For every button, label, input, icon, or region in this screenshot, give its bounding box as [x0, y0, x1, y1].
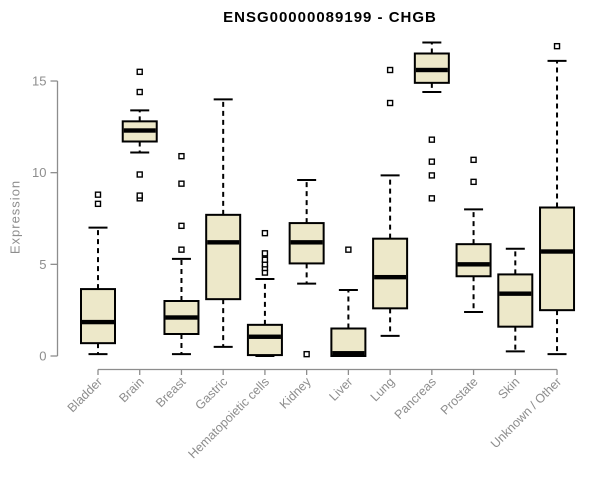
- outlier-point: [386, 66, 394, 74]
- outlier-point: [178, 152, 185, 160]
- outlier-point: [428, 136, 436, 143]
- outlier-point: [261, 229, 269, 237]
- outlier-point: [136, 192, 143, 199]
- outlier-point: [428, 172, 436, 179]
- y-tick-label: 15: [32, 74, 46, 89]
- y-tick-label: 0: [39, 349, 46, 364]
- outlier-point: [470, 156, 477, 164]
- x-category-label: Breast: [153, 374, 189, 410]
- x-category-label: Kidney: [277, 374, 314, 411]
- box-group-kidney: [288, 179, 325, 358]
- outlier-point: [94, 200, 102, 208]
- box-group-breast: [163, 152, 200, 356]
- box-group-unknown-other: [539, 42, 576, 356]
- x-category-label: Liver: [326, 375, 355, 404]
- outlier-point: [428, 195, 436, 202]
- outlier-point: [136, 88, 143, 96]
- box-group-lung: [372, 66, 409, 337]
- outlier-point: [345, 246, 352, 253]
- outlier-point: [94, 191, 102, 198]
- box-group-hematopoietic-cells: [246, 229, 283, 357]
- outlier-point: [470, 178, 477, 186]
- outlier-point: [386, 99, 394, 107]
- outlier-point: [261, 250, 269, 257]
- box-group-brain: [121, 68, 158, 202]
- outlier-point: [178, 222, 185, 230]
- x-category-label: Prostate: [438, 375, 481, 418]
- outlier-point: [178, 180, 185, 187]
- box-group-pancreas: [413, 41, 450, 202]
- box-group-skin: [497, 247, 534, 353]
- x-category-label: Unknown / Other: [488, 375, 564, 451]
- y-tick-label: 10: [32, 165, 46, 180]
- y-axis: 0 5 10 15: [32, 74, 59, 364]
- outlier-point: [553, 42, 561, 50]
- y-tick-label: 5: [39, 257, 46, 272]
- x-category-label: Hematopoietic cells: [185, 375, 272, 462]
- box-group-bladder: [80, 191, 116, 356]
- box-group-liver: [330, 246, 367, 357]
- x-category-label: Lung: [368, 375, 398, 405]
- outlier-point: [303, 350, 310, 358]
- chart-title: ENSG00000089199 - CHGB: [223, 9, 437, 26]
- x-category-label: Skin: [495, 375, 522, 402]
- x-category-label: Bladder: [65, 375, 105, 415]
- outlier-point: [178, 246, 185, 253]
- box-group-gastric: [205, 98, 242, 348]
- outlier-point: [136, 68, 143, 76]
- outlier-point: [428, 158, 436, 165]
- x-category-label: Gastric: [192, 375, 230, 413]
- outlier-point: [136, 171, 143, 178]
- outlier-point: [261, 256, 269, 263]
- x-category-label: Brain: [116, 375, 147, 406]
- box-group-prostate: [455, 156, 492, 314]
- x-category-label: Pancreas: [392, 375, 439, 422]
